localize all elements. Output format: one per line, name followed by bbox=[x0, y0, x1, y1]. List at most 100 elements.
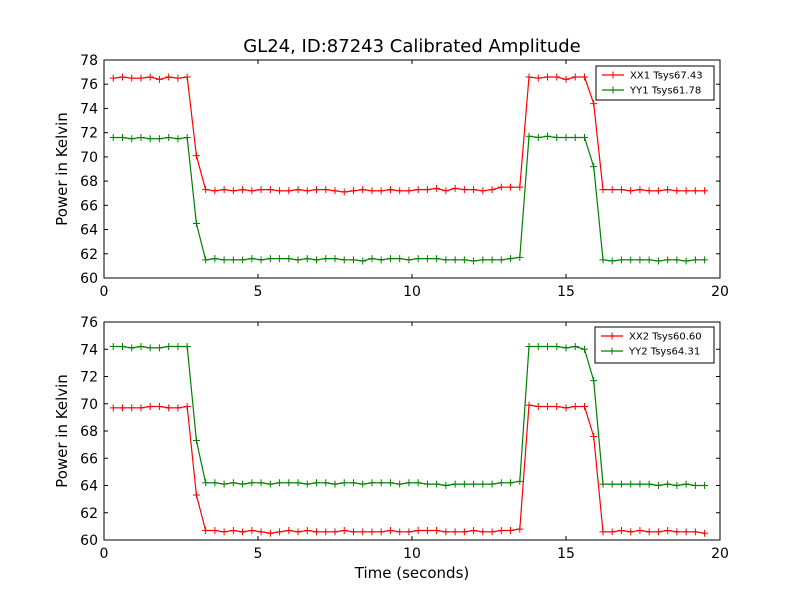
data-point bbox=[359, 480, 367, 488]
data-point bbox=[599, 480, 607, 488]
y-tick-label: 68 bbox=[80, 174, 98, 190]
data-point bbox=[211, 187, 219, 195]
data-point bbox=[627, 528, 635, 536]
data-point bbox=[479, 528, 487, 536]
data-point bbox=[423, 186, 431, 194]
data-point bbox=[664, 256, 672, 264]
data-point bbox=[322, 186, 330, 194]
data-point bbox=[266, 255, 274, 263]
data-point bbox=[229, 187, 237, 195]
data-point bbox=[497, 256, 505, 264]
data-point bbox=[118, 404, 126, 412]
data-point bbox=[313, 528, 321, 536]
data-point bbox=[682, 480, 690, 488]
data-point bbox=[654, 482, 662, 489]
data-point bbox=[534, 402, 542, 410]
data-point bbox=[562, 404, 570, 412]
data-point bbox=[396, 255, 404, 263]
data-point bbox=[294, 479, 302, 487]
y-tick-label: 60 bbox=[80, 533, 98, 549]
data-point bbox=[331, 528, 339, 536]
data-point bbox=[146, 344, 154, 352]
data-point bbox=[470, 526, 478, 534]
data-point bbox=[516, 477, 524, 485]
legend-marker bbox=[609, 86, 617, 94]
data-point bbox=[617, 480, 625, 488]
data-point bbox=[146, 402, 154, 410]
data-point bbox=[664, 526, 672, 534]
series-yy1 bbox=[109, 132, 709, 265]
data-point bbox=[525, 343, 533, 351]
data-point bbox=[553, 134, 561, 142]
data-point bbox=[266, 186, 274, 194]
data-point bbox=[544, 73, 552, 81]
data-point bbox=[303, 526, 311, 534]
legend-entry: YY2 Tsys64.31 bbox=[628, 347, 700, 358]
data-point bbox=[451, 256, 459, 264]
data-point bbox=[202, 526, 210, 534]
data-point bbox=[239, 186, 247, 194]
data-point bbox=[192, 152, 200, 160]
data-point bbox=[433, 526, 441, 534]
data-point bbox=[183, 402, 191, 410]
y-axis-label: Power in Kelvin bbox=[53, 374, 71, 488]
data-point bbox=[507, 479, 515, 487]
data-point bbox=[276, 187, 284, 195]
data-point bbox=[285, 526, 293, 534]
data-point bbox=[303, 480, 311, 488]
data-point bbox=[377, 187, 385, 195]
y-tick-label: 78 bbox=[80, 53, 98, 69]
data-point bbox=[544, 132, 552, 140]
data-point bbox=[285, 187, 293, 195]
data-point bbox=[442, 187, 450, 195]
data-point bbox=[359, 257, 367, 265]
data-point bbox=[248, 479, 256, 487]
data-point bbox=[202, 186, 210, 194]
x-tick-label: 0 bbox=[100, 284, 109, 300]
data-point bbox=[276, 255, 284, 263]
data-point bbox=[183, 73, 191, 81]
data-point bbox=[701, 529, 709, 537]
data-point bbox=[497, 526, 505, 534]
data-point bbox=[405, 479, 413, 487]
data-point bbox=[239, 480, 247, 488]
data-point bbox=[617, 526, 625, 534]
legend-entry: XX2 Tsys60.60 bbox=[629, 332, 702, 343]
data-point bbox=[128, 135, 136, 143]
data-point bbox=[266, 480, 274, 488]
data-point bbox=[664, 480, 672, 488]
x-tick-label: 20 bbox=[711, 546, 729, 562]
data-point bbox=[470, 480, 478, 488]
data-point bbox=[155, 135, 163, 143]
data-point bbox=[460, 480, 468, 488]
data-point bbox=[349, 256, 357, 264]
data-point bbox=[386, 479, 394, 487]
data-point bbox=[405, 187, 413, 195]
data-point bbox=[580, 402, 588, 410]
data-point bbox=[285, 479, 293, 487]
data-point bbox=[488, 480, 496, 488]
data-point bbox=[377, 528, 385, 536]
data-point bbox=[451, 528, 459, 536]
data-point bbox=[599, 528, 607, 536]
data-point bbox=[654, 528, 662, 536]
data-point bbox=[396, 187, 404, 195]
data-point bbox=[211, 526, 219, 534]
x-tick-label: 0 bbox=[100, 546, 109, 562]
data-point bbox=[257, 479, 265, 487]
data-point bbox=[627, 187, 635, 195]
data-point bbox=[516, 183, 524, 191]
data-point bbox=[673, 528, 681, 536]
legend: XX1 Tsys67.43 YY1 Tsys61.78 bbox=[595, 65, 715, 101]
data-point bbox=[562, 134, 570, 142]
data-point bbox=[248, 526, 256, 534]
data-point bbox=[192, 220, 200, 227]
data-point bbox=[303, 255, 311, 263]
data-point bbox=[340, 188, 348, 196]
x-tick-label: 10 bbox=[403, 284, 421, 300]
data-point bbox=[479, 256, 487, 264]
data-point bbox=[617, 186, 625, 194]
y-tick-label: 70 bbox=[80, 150, 98, 166]
